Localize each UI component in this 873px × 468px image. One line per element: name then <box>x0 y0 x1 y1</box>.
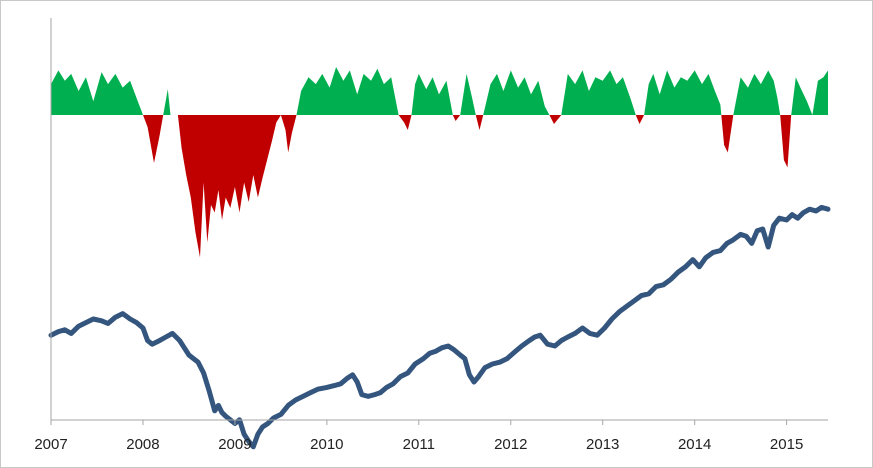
x-tick-label: 2007 <box>34 436 67 453</box>
x-tick-label: 2013 <box>586 436 619 453</box>
positive-area-segment-1 <box>163 89 178 115</box>
negative-area-segment-1 <box>170 115 297 258</box>
positive-area-segment-2 <box>296 67 399 115</box>
positive-area-segment-3 <box>411 73 453 115</box>
x-tick-label: 2009 <box>218 436 251 453</box>
negative-area-segment-6 <box>635 115 645 124</box>
negative-area-segment-0 <box>143 115 164 163</box>
positive-area-segment-9 <box>791 70 828 115</box>
positive-area-segment-4 <box>460 73 476 115</box>
x-axis-ticks: 2007 2008 2009 2010 2011 2012 2013 2014 2015 <box>34 420 803 453</box>
negative-area-segment-3 <box>452 115 461 121</box>
x-tick-label: 2010 <box>310 436 343 453</box>
x-tick-label: 2011 <box>403 436 435 453</box>
price-series-line <box>48 204 831 450</box>
x-tick-label: 2014 <box>678 436 711 453</box>
positive-area-segment-6 <box>561 70 636 115</box>
positive-area-segment-7 <box>644 70 722 115</box>
negative-area-segment-2 <box>398 115 412 130</box>
positive-area-segment-5 <box>483 70 550 115</box>
x-tick-label: 2008 <box>126 436 159 453</box>
positive-area-segment-8 <box>733 70 781 115</box>
indicator-area-layer <box>51 67 828 258</box>
x-tick-label: 2012 <box>494 436 527 453</box>
negative-area-segment-5 <box>549 115 562 124</box>
negative-area-segment-8 <box>780 115 792 168</box>
price-line-layer <box>48 204 831 450</box>
x-tick-label: 2015 <box>770 436 803 453</box>
negative-area-segment-7 <box>721 115 734 153</box>
positive-area-segment-0 <box>51 70 143 115</box>
negative-area-segment-4 <box>475 115 484 130</box>
